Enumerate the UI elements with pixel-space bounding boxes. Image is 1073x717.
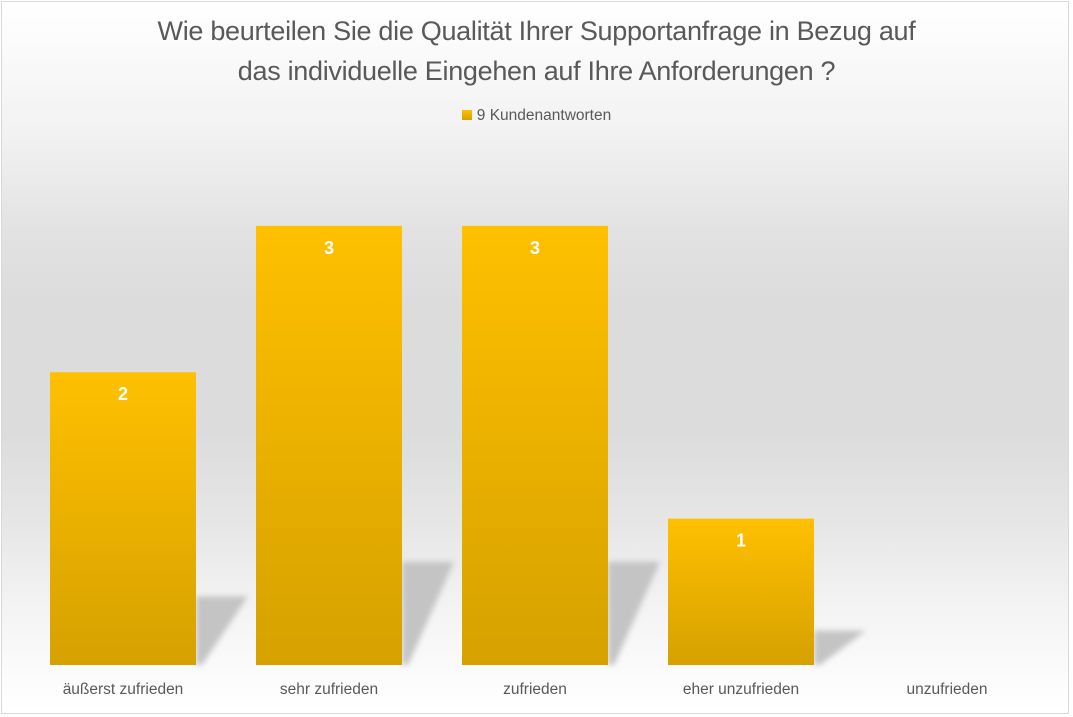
legend-swatch-icon: [461, 110, 472, 120]
data-label: 3: [324, 238, 334, 258]
bars: [50, 225, 814, 666]
chart-title-line-2: das individuelle Eingehen auf Ihre Anfor…: [237, 56, 836, 86]
x-axis-tick-label: zufrieden: [503, 681, 567, 698]
bar-shadow: [196, 596, 248, 665]
data-label: 2: [118, 384, 128, 404]
legend-label: 9 Kundenantworten: [476, 107, 612, 124]
bar-shadows: [196, 561, 866, 665]
bar: [50, 372, 196, 665]
bar: [668, 518, 814, 665]
bar-shadow: [608, 561, 660, 665]
bar: [462, 225, 608, 666]
bar: [256, 225, 402, 666]
x-axis-tick-label: äußerst zufrieden: [62, 681, 184, 698]
x-axis-tick-label: sehr zufrieden: [279, 681, 379, 698]
x-axis-tick-label: unzufrieden: [906, 681, 988, 698]
bar-shadow: [402, 561, 454, 665]
bar-shadow: [814, 630, 866, 665]
data-label: 3: [530, 238, 540, 258]
chart-title-line-1: Wie beurteilen Sie die Qualität Ihrer Su…: [157, 16, 916, 46]
x-axis-tick-label: eher unzufrieden: [682, 681, 800, 698]
data-label: 1: [736, 531, 746, 551]
data-labels: 2 3 3 1: [118, 238, 746, 551]
legend: 9 Kundenantworten: [0, 107, 1073, 125]
